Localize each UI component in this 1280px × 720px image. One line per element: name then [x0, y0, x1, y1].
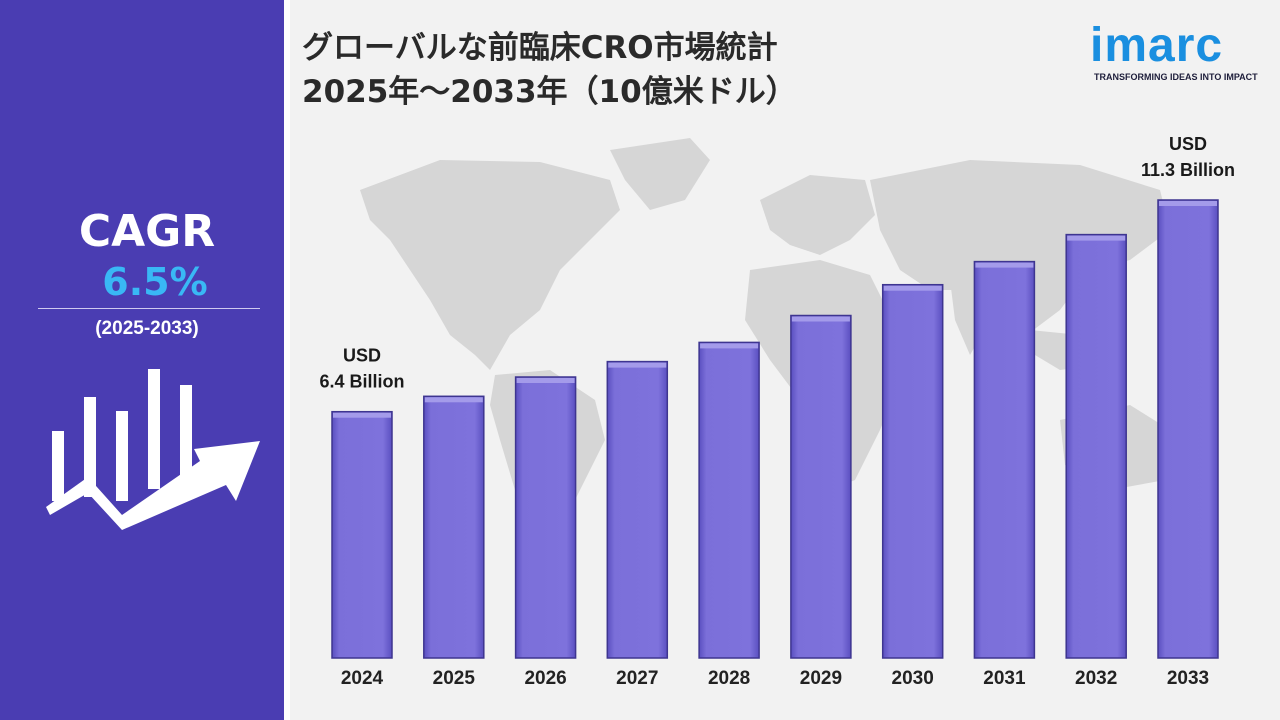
- chart-title: グローバルな前臨床CRO市場統計: [302, 30, 778, 66]
- bar-2030: [881, 283, 944, 659]
- bar-cap-2029: [791, 316, 850, 322]
- bar-cap-2031: [975, 262, 1034, 268]
- x-tick-label-2025: 2025: [433, 668, 476, 689]
- bar-cap-2026: [516, 378, 575, 383]
- bar-cap-2028: [700, 343, 759, 349]
- bar-cap-2030: [883, 285, 942, 291]
- chart-subtitle: 2025年～2033年（10億米ドル）: [302, 74, 797, 110]
- growth-chart-arrow-icon: [46, 369, 260, 530]
- imarc-logo: imarc TRANSFORMING IDEAS INTO IMPACT: [1090, 12, 1270, 92]
- logo-wordmark: imarc: [1090, 19, 1224, 72]
- data-label-value: 6.4 Billion: [319, 372, 404, 392]
- cagr-divider: [38, 308, 260, 309]
- x-tick-label-2029: 2029: [800, 668, 842, 689]
- x-tick-label-2024: 2024: [341, 668, 384, 689]
- bar-2028: [698, 341, 760, 659]
- bar-2025: [423, 395, 485, 659]
- logo-tagline: TRANSFORMING IDEAS INTO IMPACT: [1094, 72, 1258, 82]
- bar-cap-2032: [1067, 235, 1126, 241]
- x-tick-label-2031: 2031: [983, 668, 1026, 689]
- x-tick-label-2032: 2032: [1075, 668, 1117, 689]
- x-tick-label-2026: 2026: [524, 668, 566, 689]
- data-label-currency: USD: [1169, 134, 1207, 154]
- bar-cap-2033: [1159, 201, 1217, 206]
- bar-2032: [1065, 233, 1127, 659]
- bar-2024: [331, 410, 393, 659]
- x-tick-label-2028: 2028: [708, 668, 750, 689]
- cagr-value: 6.5%: [102, 260, 208, 304]
- data-label-value: 11.3 Billion: [1141, 160, 1235, 180]
- bar-2027: [606, 360, 669, 659]
- cagr-period: (2025-2033): [95, 318, 199, 339]
- bar-cap-2024: [333, 412, 391, 418]
- cagr-label: CAGR: [78, 206, 216, 257]
- chart-title-block: グローバルな前臨床CRO市場統計 2025年～2033年（10億米ドル）: [302, 26, 797, 114]
- data-label-2033: USD 11.3 Billion: [1141, 134, 1235, 180]
- x-tick-label-2033: 2033: [1167, 668, 1209, 689]
- bar-2026: [514, 376, 577, 659]
- bar-cap-2027: [608, 362, 667, 368]
- bar-cap-2025: [424, 397, 483, 403]
- bar-2031: [973, 260, 1036, 659]
- data-label-currency: USD: [343, 346, 381, 366]
- x-tick-label-2027: 2027: [616, 668, 658, 689]
- cagr-panel: [0, 0, 284, 720]
- bar-2029: [790, 314, 852, 659]
- bar-2033: [1157, 199, 1219, 659]
- x-tick-label-2030: 2030: [892, 668, 934, 689]
- data-label-2024: USD 6.4 Billion: [319, 346, 404, 392]
